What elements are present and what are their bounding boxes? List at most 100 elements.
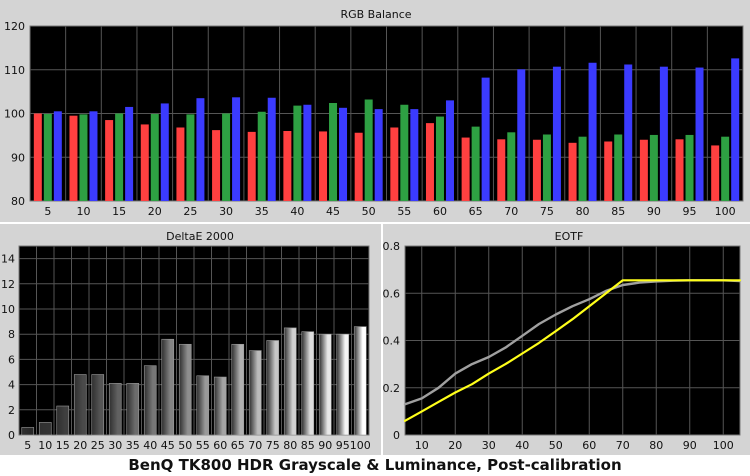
rgb-bar-red [105,120,114,201]
rgb-x-tick-label: 50 [362,205,376,218]
eotf-x-tick-label: 60 [582,439,596,452]
rgb-x-tick-label: 80 [576,205,590,218]
rgb-bar-green [435,116,444,201]
rgb-bar-red [461,137,470,201]
rgb-bar-blue [89,111,98,201]
eotf-y-tick-label: 0.8 [383,240,401,253]
deltae-x-tick-label: 30 [108,439,122,452]
eotf-y-tick-label: 0.4 [383,335,401,348]
rgb-bar-green [115,113,124,201]
rgb-bar-green [79,114,88,201]
deltae-x-tick-label: 65 [231,439,245,452]
rgb-bar-green [614,134,623,201]
deltae-bar [231,343,245,436]
deltae-bar [248,350,262,436]
rgb-bar-green [578,136,587,201]
rgb-bar-blue [196,98,205,201]
rgb-x-tick-label: 40 [290,205,304,218]
rgb-bar-blue [160,103,169,201]
rgb-y-tick-label: 110 [4,64,25,77]
rgb-x-tick-label: 70 [504,205,518,218]
rgb-bar-red [711,145,720,201]
deltae-bar [353,326,367,436]
deltae-y-tick-label: 2 [8,404,15,417]
deltae-y-tick-label: 6 [8,353,15,366]
rgb-x-tick-label: 85 [611,205,625,218]
deltae-x-tick-label: 55 [196,439,210,452]
deltae-x-tick-label: 70 [248,439,262,452]
rgb-bar-red [69,115,78,201]
deltae-x-tick-label: 50 [178,439,192,452]
rgb-y-tick-label: 90 [11,151,25,164]
deltae-x-tick-label: 90 [318,439,332,452]
rgb-bar-red [247,131,256,201]
rgb-x-tick-label: 35 [255,205,269,218]
rgb-chart-title: RGB Balance [340,8,411,21]
deltae-x-tick-label: 95 [336,439,350,452]
deltae-chart-title: DeltaE 2000 [166,230,234,243]
rgb-x-tick-label: 90 [647,205,661,218]
deltae-y-tick-label: 0 [8,429,15,442]
rgb-bar-blue [695,67,704,201]
eotf-x-tick-label: 80 [649,439,663,452]
deltae-x-tick-label: 5 [24,439,31,452]
rgb-bar-green [222,113,231,201]
rgb-bar-red [140,124,149,201]
rgb-bar-red [604,141,613,201]
deltae-bar [196,375,210,436]
rgb-x-tick-label: 20 [148,205,162,218]
rgb-bar-red [212,130,221,201]
rgb-x-tick-label: 45 [326,205,340,218]
deltae-bar [143,365,157,436]
deltae-x-tick-label: 15 [56,439,70,452]
deltae-x-tick-label: 85 [301,439,315,452]
deltae-x-tick-label: 60 [213,439,227,452]
deltae-bar [21,427,35,436]
rgb-bar-green [364,99,373,201]
deltae-x-tick-label: 75 [266,439,280,452]
rgb-bar-red [639,139,648,201]
deltae-y-tick-label: 8 [8,328,15,341]
rgb-bar-green [400,104,409,201]
rgb-y-tick-label: 80 [11,195,25,208]
rgb-x-tick-label: 30 [219,205,233,218]
deltae-bar [318,333,332,436]
deltae-bar [178,343,192,436]
rgb-bar-red [425,123,434,201]
deltae-bar [108,383,122,436]
deltae-bar [301,331,315,436]
eotf-y-tick-label: 0.6 [383,287,401,300]
rgb-bar-green [542,134,551,201]
deltae-bar [91,374,105,436]
rgb-y-tick-label: 100 [4,108,25,121]
rgb-bar-blue [731,58,740,201]
deltae-bar [161,338,175,436]
deltae-bar [38,422,52,436]
deltae-bar [283,327,297,436]
rgb-bar-green [293,105,302,201]
rgb-bar-blue [659,66,668,201]
rgb-bar-green [685,134,694,201]
rgb-bar-green [507,132,516,201]
rgb-bar-green [721,136,730,201]
deltae-x-tick-label: 80 [283,439,297,452]
rgb-bar-blue [374,109,383,201]
rgb-bar-blue [303,104,312,201]
rgb-x-tick-label: 5 [44,205,51,218]
eotf-x-tick-label: 20 [448,439,462,452]
rgb-x-tick-label: 15 [112,205,126,218]
rgb-bar-red [33,113,42,201]
rgb-bar-green [257,111,266,201]
eotf-chart: 0 0.2 0.4 0.6 0.8 10 20 30 40 50 60 70 80 90 100 [383,240,742,452]
deltae-x-tick-label: 10 [38,439,52,452]
rgb-bar-red [319,131,328,201]
deltae-x-tick-label: 100 [350,439,371,452]
rgb-bar-red [497,139,506,201]
deltae-x-tick-label: 25 [91,439,105,452]
rgb-bar-red [176,127,185,201]
deltae-bar [266,340,280,436]
deltae-bar [73,374,87,436]
figure-caption: BenQ TK800 HDR Grayscale & Luminance, Po… [128,456,622,474]
deltae-bar [213,376,227,436]
